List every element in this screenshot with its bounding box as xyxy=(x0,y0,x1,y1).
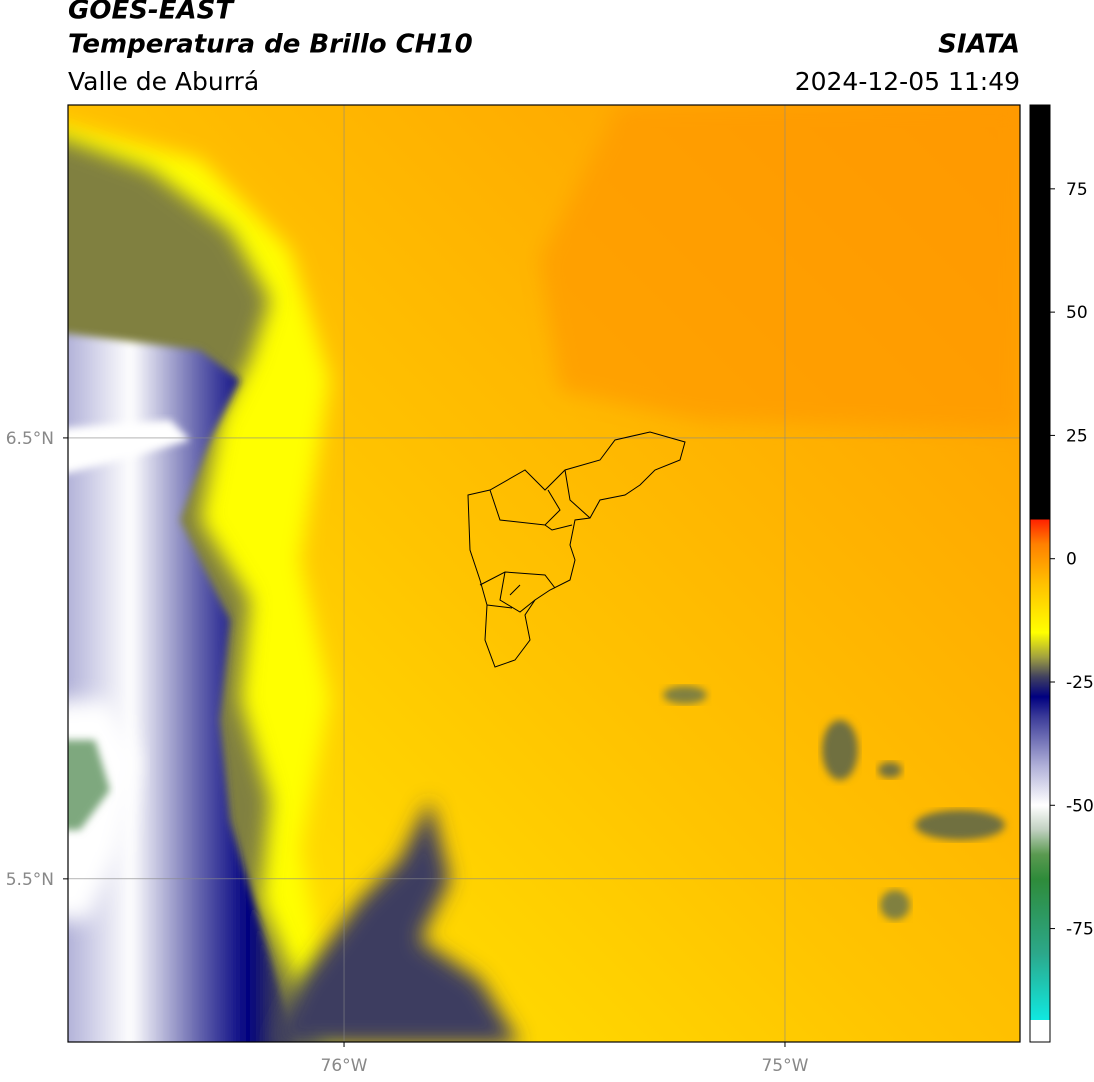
lat-label: 6.5°N xyxy=(6,429,54,449)
map-frame xyxy=(67,104,1021,1043)
title: GOES-EAST xyxy=(68,0,235,26)
source: SIATA xyxy=(938,30,1020,60)
region: Valle de Aburrá xyxy=(68,67,259,96)
timestamp: 2024-12-05 11:49 xyxy=(795,67,1020,96)
municipal-boundaries xyxy=(467,431,686,668)
graticule: 6.5°N 5.5°N 76°W 75°W xyxy=(6,105,1020,1076)
colorbar: 75 50 25 0 -25 -50 -75 xyxy=(1029,104,1094,1043)
colorbar-tick-label: -50 xyxy=(1066,796,1094,816)
colorbar-tick-label: 75 xyxy=(1066,180,1088,200)
colorbar-tick-label: 25 xyxy=(1066,426,1088,446)
colorbar-tick-label: -75 xyxy=(1066,920,1094,940)
lon-label: 75°W xyxy=(761,1056,808,1076)
colorbar-tick-label: 0 xyxy=(1066,550,1077,570)
lat-label: 5.5°N xyxy=(6,870,54,890)
colorbar-tick-label: -25 xyxy=(1066,673,1094,693)
lon-label: 76°W xyxy=(321,1056,368,1076)
subtitle: Temperatura de Brillo CH10 xyxy=(68,30,473,60)
satellite-image xyxy=(68,105,1020,1042)
colorbar-scale xyxy=(1029,104,1051,1043)
colorbar-tick-label: 50 xyxy=(1066,303,1088,323)
